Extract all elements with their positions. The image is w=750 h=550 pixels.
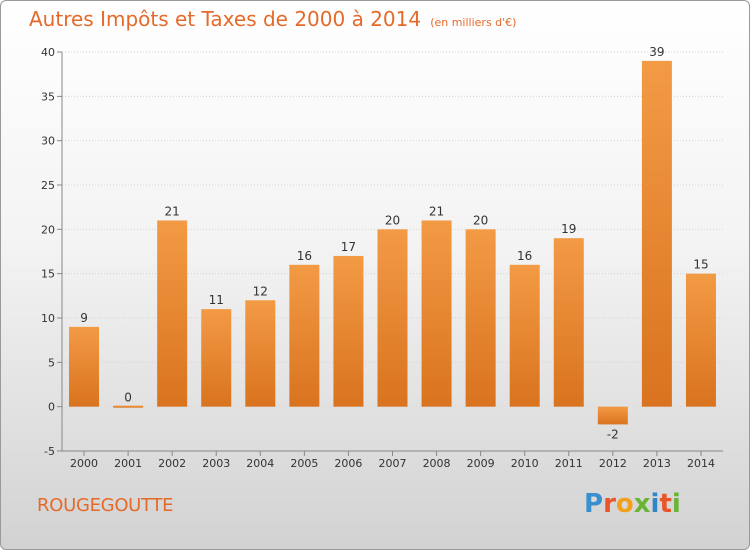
- logo-letter: P: [584, 489, 604, 519]
- logo-letter: x: [633, 489, 651, 519]
- y-tick-label: 15: [41, 268, 55, 281]
- data-label: 21: [429, 204, 444, 218]
- x-tick-label: 2011: [555, 457, 583, 470]
- bar-2011: [553, 238, 584, 407]
- y-tick-label: 0: [48, 401, 55, 414]
- y-tick-label: 35: [41, 90, 55, 103]
- x-tick-label: 2012: [599, 457, 627, 470]
- logo-letter: i: [671, 489, 681, 519]
- bar-2000: [69, 326, 100, 407]
- data-label: 12: [253, 284, 268, 298]
- data-label: 16: [297, 249, 312, 263]
- x-tick-label: 2005: [290, 457, 318, 470]
- bar-2010: [509, 264, 540, 407]
- data-label: 19: [561, 222, 576, 236]
- x-tick-label: 2008: [423, 457, 451, 470]
- x-tick-label: 2010: [511, 457, 539, 470]
- y-tick-label: 40: [41, 46, 55, 59]
- logo-letter: o: [615, 489, 634, 519]
- unit-text: (en milliers d'€): [430, 16, 517, 29]
- y-tick-label: 25: [41, 179, 55, 192]
- bar-2013: [641, 60, 672, 407]
- title-text: Autres Impôts et Taxes de 2000 à 2014: [29, 7, 422, 31]
- x-tick-label: 2006: [334, 457, 362, 470]
- data-label: 39: [649, 45, 664, 59]
- proxiti-logo: Proxiti: [584, 489, 681, 519]
- data-label: -2: [607, 427, 619, 441]
- y-tick-label: 20: [41, 223, 55, 236]
- data-label: 17: [341, 240, 356, 254]
- data-label: 11: [209, 293, 224, 307]
- y-tick-label: -5: [44, 445, 55, 458]
- x-tick-label: 2013: [643, 457, 671, 470]
- bar-2006: [333, 255, 364, 407]
- bar-2004: [245, 300, 276, 407]
- x-tick-label: 2009: [467, 457, 495, 470]
- logo-letter: i: [650, 489, 660, 519]
- logo-letter: t: [659, 489, 672, 519]
- data-label: 0: [124, 391, 132, 405]
- x-tick-label: 2001: [114, 457, 142, 470]
- data-label: 15: [693, 258, 708, 272]
- data-label: 16: [517, 249, 532, 263]
- bar-2001: [113, 405, 144, 408]
- commune-name: ROUGEGOUTTE: [37, 495, 174, 516]
- x-tick-label: 2002: [158, 457, 186, 470]
- logo-letter: r: [603, 489, 616, 519]
- y-tick-label: 10: [41, 312, 55, 325]
- data-label: 20: [473, 213, 488, 227]
- x-tick-label: 2014: [687, 457, 715, 470]
- bar-2005: [289, 264, 320, 407]
- y-tick-label: 5: [48, 356, 55, 369]
- chart-title: Autres Impôts et Taxes de 2000 à 2014 (e…: [29, 7, 516, 31]
- data-label: 21: [165, 204, 180, 218]
- x-tick-label: 2003: [202, 457, 230, 470]
- bar-2003: [201, 309, 232, 407]
- bar-2008: [421, 220, 452, 407]
- data-label: 20: [385, 213, 400, 227]
- bar-2009: [465, 229, 496, 407]
- bar-2014: [685, 273, 716, 407]
- x-tick-label: 2004: [246, 457, 274, 470]
- x-tick-label: 2007: [379, 457, 407, 470]
- bar-2012: [597, 406, 628, 425]
- x-tick-label: 2000: [70, 457, 98, 470]
- bar-2007: [377, 229, 408, 407]
- y-tick-label: 30: [41, 135, 55, 148]
- bar-2002: [157, 220, 188, 407]
- data-label: 9: [80, 311, 88, 325]
